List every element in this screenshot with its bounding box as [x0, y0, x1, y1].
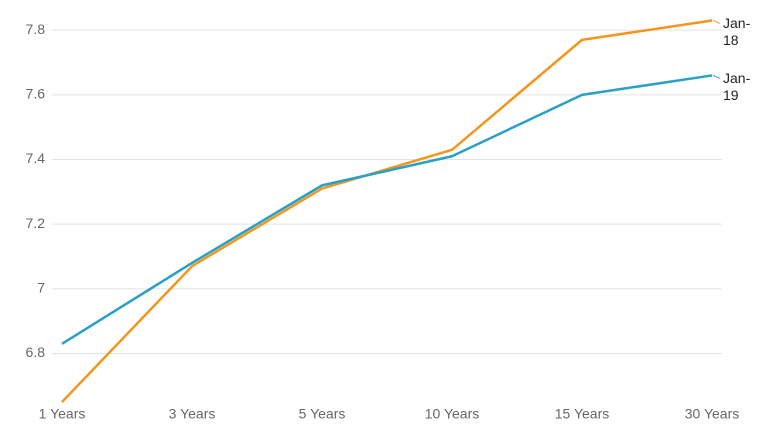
y-tick-label: 7.2: [26, 215, 46, 231]
x-tick-label: 10 Years: [425, 406, 480, 422]
series-label: Jan-19: [723, 70, 751, 104]
y-tick-label: 7: [37, 280, 45, 296]
x-tick-label: 1 Years: [39, 406, 86, 422]
label-connector: [712, 74, 721, 79]
x-tick-label: 5 Years: [299, 406, 346, 422]
x-tick-label: 15 Years: [555, 406, 610, 422]
x-tick-label: 3 Years: [169, 406, 216, 422]
x-tick-label: 30 Years: [685, 406, 740, 422]
y-tick-label: 7.4: [26, 150, 46, 166]
series-line: [61, 19, 713, 403]
y-tick-label: 6.8: [26, 344, 46, 360]
label-connector: [712, 20, 721, 24]
y-tick-label: 7.6: [26, 86, 46, 102]
series-line: [61, 74, 713, 345]
y-tick-label: 7.8: [26, 21, 46, 37]
series-label: Jan-18: [723, 15, 751, 49]
